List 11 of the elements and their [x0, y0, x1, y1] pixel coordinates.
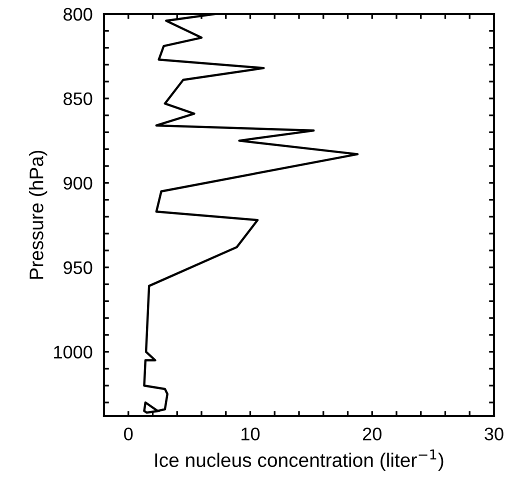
- x-axis-title: Ice nucleus concentration (liter$^{−1}$): [155, 450, 444, 471]
- x-tick-label: 10: [242, 428, 260, 440]
- x-tick-label: 0: [124, 428, 133, 440]
- y-tick-label: 900: [64, 176, 92, 190]
- y-tick-label: 800: [64, 8, 92, 21]
- y-tick-label: 1000: [54, 346, 92, 359]
- y-tick-label: 950: [64, 261, 92, 274]
- x-tick-label: 20: [362, 428, 382, 440]
- y-axis-title: Pressure (hPa): [29, 150, 48, 279]
- y-tick-label: 850: [64, 92, 92, 106]
- x-tick-label: 30: [484, 428, 504, 440]
